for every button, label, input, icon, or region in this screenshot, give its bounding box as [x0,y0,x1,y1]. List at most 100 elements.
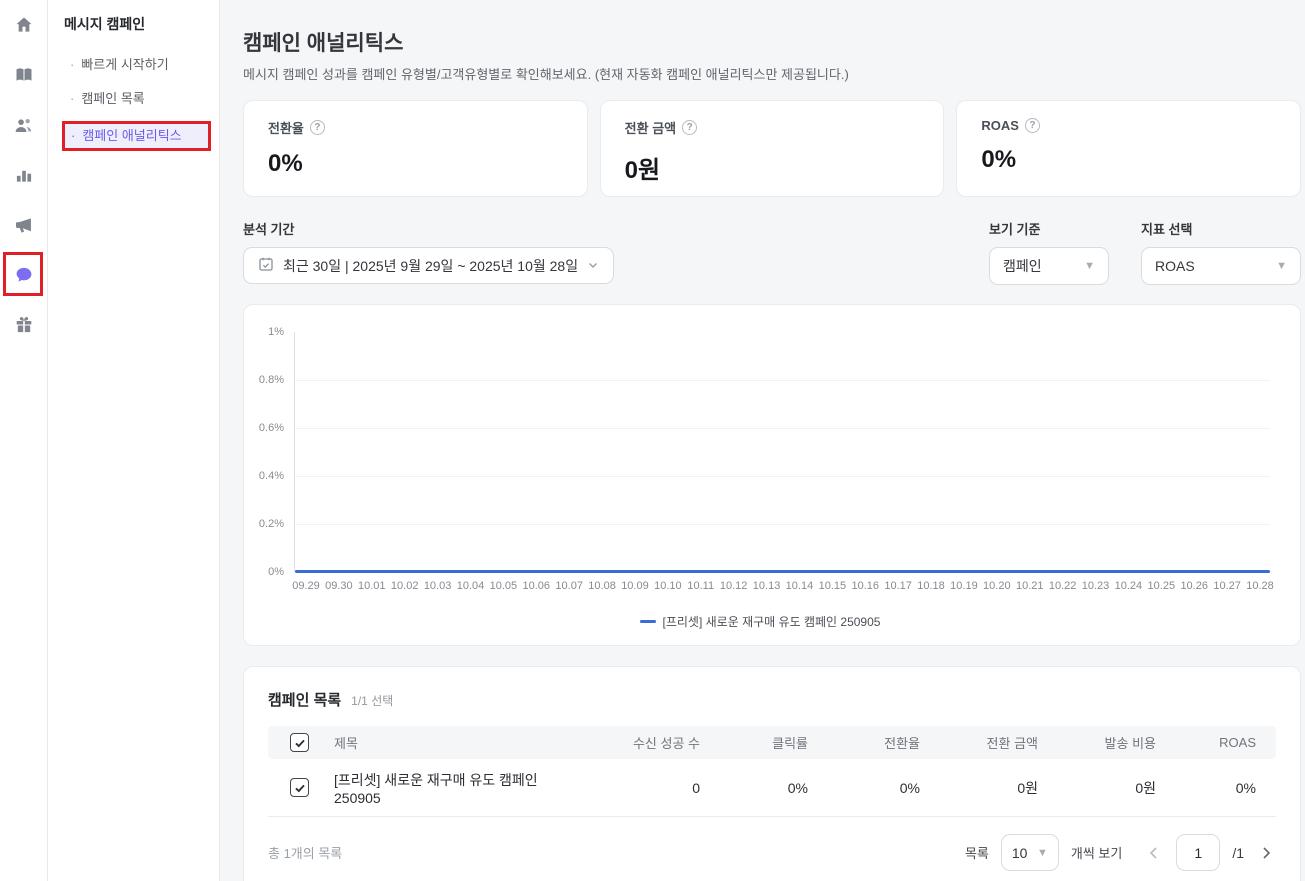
x-axis-tick: 10.18 [917,580,945,592]
period-filter-label: 분석 기간 [243,222,295,237]
total-pages: /1 [1232,844,1244,861]
date-range-button[interactable]: 최근 30일 | 2025년 9월 29일 ~ 2025년 10월 28일 [243,247,615,284]
rail-messages-button[interactable] [0,250,47,300]
campaign-table-card: 캠페인 목록 1/1 선택 제목 수신 성공 수 클릭률 전환율 전환 금액 발… [243,666,1301,881]
x-axis-tick: 09.30 [325,580,353,592]
rail-guide-button[interactable] [0,50,47,100]
period-filter-group: 분석 기간 최근 30일 | 2025년 9월 29일 ~ 2025년 10월 … [243,219,615,285]
help-icon[interactable]: ? [309,120,325,135]
caret-down-icon: ▼ [1276,260,1287,272]
chart-x-axis: 09.29 09.30 10.01 10.02 10.03 10.04 10.05 10.06… [292,580,1274,596]
kpi-value: 0% [268,150,303,177]
x-axis-tick: 10.01 [358,580,386,592]
y-axis-tick: 0% [268,566,284,578]
sidebar-item-campaign-list[interactable]: · 캠페인 목록 [64,87,211,111]
column-header-title: 제목 [334,736,358,751]
gridline [295,428,1270,429]
sidebar-item-label: 캠페인 애널리틱스 [82,128,182,143]
page-size-suffix: 개씩 보기 [1070,846,1123,861]
cell-send-cost: 0원 [1135,779,1156,796]
bar-chart-icon [14,165,34,185]
x-axis-tick: 10.12 [719,580,748,592]
column-header-send-cost: 발송 비용 [1104,736,1156,751]
book-icon [14,65,34,85]
view-select[interactable]: 캠페인 ▼ [989,247,1109,285]
nav-bullet: · [70,57,75,72]
x-axis-tick: 10.03 [423,580,452,592]
next-page-button[interactable] [1256,843,1276,863]
view-filter-group: 보기 기준 캠페인 ▼ [989,219,1109,285]
rail-benefits-button[interactable] [0,300,47,350]
y-axis-tick: 0.4% [258,470,284,482]
cell-conversion-amount: 0원 [1017,779,1038,796]
series-line [295,570,1270,573]
x-axis-tick: 10.09 [621,580,649,592]
sidebar-item-label: 캠페인 목록 [81,91,145,106]
sidebar-item-quick-start[interactable]: · 빠르게 시작하기 [64,53,211,77]
help-icon[interactable]: ? [1024,118,1040,133]
x-axis-tick: 10.24 [1114,580,1143,592]
cell-roas: 0% [1235,779,1256,796]
rail-stats-button[interactable] [0,150,47,200]
chat-bubble-icon [13,264,35,286]
rail-customers-button[interactable] [0,100,47,150]
megaphone-icon [13,215,34,236]
x-axis-tick: 10.23 [1081,580,1110,592]
kpi-card-conversion-amount: 전환 금액 ? 0원 [599,100,945,197]
calendar-icon [258,256,274,275]
rail-home-button[interactable] [0,0,47,50]
table-selection-count: 1/1 선택 [351,694,394,708]
x-axis-tick: 10.10 [654,580,682,592]
date-range-text: 최근 30일 | 2025년 9월 29일 ~ 2025년 10월 28일 [283,257,579,274]
nav-section-title: 메시지 캠페인 [64,16,146,32]
x-axis-tick: 10.14 [785,580,814,592]
column-header-delivered: 수신 성공 수 [632,736,700,751]
x-axis-tick: 10.11 [687,580,715,592]
icon-rail [0,0,48,881]
view-filter-label: 보기 기준 [989,222,1041,237]
rail-marketing-button[interactable] [0,200,47,250]
metric-select[interactable]: ROAS ▼ [1141,247,1301,285]
page-title: 캠페인 애널리틱스 [243,32,404,55]
chart-y-axis: 1% 0.8% 0.6% 0.4% 0.2% 0% [250,326,294,578]
y-axis-tick: 1% [268,326,284,338]
page-number-input[interactable]: 1 [1176,834,1221,871]
column-header-roas: ROAS [1219,735,1256,750]
view-select-value: 캠페인 [1003,258,1042,274]
kpi-row: 전환율 ? 0% 전환 금액 ? 0원 ROAS ? 0% [243,100,1302,197]
nav-panel: 메시지 캠페인 · 빠르게 시작하기 · 캠페인 목록 · 캠페인 애널리틱스 [48,0,220,881]
kpi-value: 0% [981,146,1017,173]
x-axis-tick: 10.16 [851,580,879,592]
table-row[interactable]: [프리셋] 새로운 재구매 유도 캠페인 250905 0 0% 0% 0원 0… [268,759,1276,817]
select-all-checkbox[interactable] [290,733,309,752]
nav-bullet: · [70,91,75,106]
x-axis-tick: 10.27 [1213,580,1241,592]
kpi-value: 0원 [624,157,661,184]
column-header-conversion-rate: 전환율 [884,736,920,751]
pagination: 목록 10 ▼ 개씩 보기 1 /1 [965,834,1276,871]
row-checkbox[interactable] [290,778,309,797]
column-header-conversion-amount: 전환 금액 [986,736,1038,751]
x-axis-tick: 10.25 [1147,580,1176,592]
kpi-label: ROAS [981,118,1019,133]
x-axis-tick: 10.26 [1180,580,1208,592]
sidebar-item-campaign-analytics[interactable]: · 캠페인 애널리틱스 [65,124,208,148]
kpi-card-conversion-rate: 전환율 ? 0% [243,100,588,197]
x-axis-tick: 10.02 [390,580,419,592]
gridline [295,524,1270,525]
x-axis-tick: 10.22 [1048,580,1077,592]
chart-legend: [프리셋] 새로운 재구매 유도 캠페인 250905 [250,613,1270,630]
x-axis-tick: 10.20 [983,580,1011,592]
kpi-label: 전환 금액 [624,121,677,136]
page-size-select[interactable]: 10 ▼ [1000,834,1059,871]
gift-icon [14,315,34,335]
y-axis-tick: 0.2% [258,518,284,530]
sidebar-item-label: 빠르게 시작하기 [81,57,169,72]
caret-down-icon: ▼ [1036,846,1048,859]
prev-page-button[interactable] [1144,843,1164,863]
x-axis-tick: 10.06 [522,580,551,592]
help-icon[interactable]: ? [682,120,698,135]
gridline [295,380,1270,381]
page-size-value: 10 [1011,844,1028,861]
x-axis-tick: 10.28 [1246,580,1274,592]
